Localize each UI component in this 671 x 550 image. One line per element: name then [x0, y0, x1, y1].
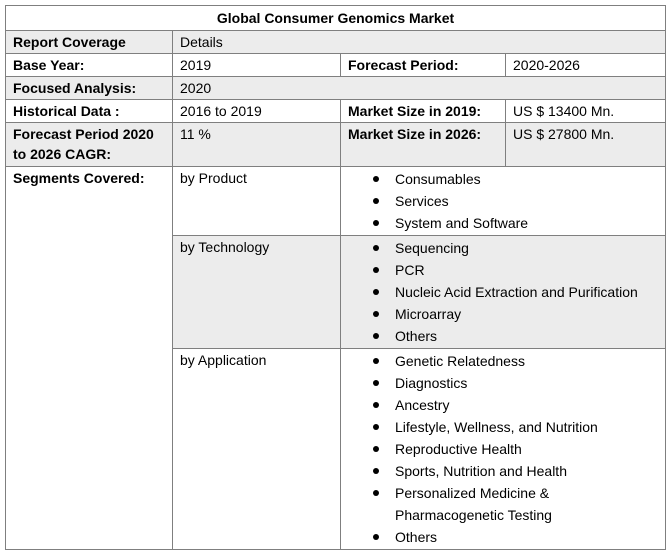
segment-application-list: Genetic Relatedness Diagnostics Ancestry… [348, 350, 658, 548]
list-item: Nucleic Acid Extraction and Purification [348, 281, 658, 303]
title-row: Global Consumer Genomics Market [4, 5, 667, 31]
list-item: Sequencing [348, 237, 658, 259]
list-item: Personalized Medicine & [348, 482, 658, 504]
market-size-2026-value: US $ 27800 Mn. [504, 122, 667, 167]
list-item: Services [348, 190, 658, 212]
segment-items-cell: Genetic Relatedness Diagnostics Ancestry… [339, 348, 667, 550]
segments-label: Segments Covered: [5, 166, 173, 550]
list-item: Genetic Relatedness [348, 350, 658, 372]
market-size-2026-label: Market Size in 2026: [340, 122, 506, 167]
list-item: Reproductive Health [348, 438, 658, 460]
segment-technology-row: by Technology Sequencing PCR Nucleic Aci… [6, 235, 667, 349]
base-year-value: 2019 [172, 53, 341, 77]
historical-row: Historical Data : 2016 to 2019 Market Si… [5, 99, 667, 123]
historical-label: Historical Data : [5, 99, 173, 123]
focused-label: Focused Analysis: [5, 76, 173, 100]
segment-items-cell: Sequencing PCR Nucleic Acid Extraction a… [339, 235, 667, 349]
focused-value: 2020 [171, 76, 667, 100]
market-size-2019-value: US $ 13400 Mn. [504, 99, 667, 123]
segment-group-name: by Technology [172, 235, 341, 349]
table-title: Global Consumer Genomics Market [4, 5, 667, 31]
list-item: PCR [348, 259, 658, 281]
list-item-continuation: Pharmacogenetic Testing [395, 507, 552, 523]
list-item: Diagnostics [348, 372, 658, 394]
list-item: Others [348, 325, 658, 347]
forecast-period-label: Forecast Period: [340, 53, 506, 77]
list-item: System and Software [348, 212, 658, 234]
cagr-label-line1: Forecast Period 2020 [13, 126, 154, 142]
coverage-value: Details [171, 30, 667, 54]
market-size-2019-label: Market Size in 2019: [340, 99, 506, 123]
segment-group-name: by Product [172, 166, 341, 236]
cagr-label-line2: to 2026 CAGR: [13, 146, 112, 162]
list-item: Lifestyle, Wellness, and Nutrition [348, 416, 658, 438]
cagr-row: Forecast Period 2020 to 2026 CAGR: 11 % … [5, 122, 667, 167]
list-item: Ancestry [348, 394, 658, 416]
cagr-label: Forecast Period 2020 to 2026 CAGR: [5, 122, 173, 167]
segment-technology-list: Sequencing PCR Nucleic Acid Extraction a… [348, 237, 658, 347]
coverage-label: Report Coverage [5, 30, 173, 54]
cagr-value: 11 % [172, 122, 341, 167]
list-item: Others [348, 526, 658, 548]
segment-product-row: Segments Covered: by Product Consumables… [5, 166, 667, 550]
list-item: Microarray [348, 303, 658, 325]
base-year-label: Base Year: [5, 53, 173, 77]
coverage-row: Report Coverage Details [5, 30, 667, 54]
forecast-period-value: 2020-2026 [504, 53, 667, 77]
historical-value: 2016 to 2019 [172, 99, 341, 123]
segment-product-list: Consumables Services System and Software [348, 168, 658, 234]
list-item: Consumables [348, 168, 658, 190]
segment-application-row: by Application Genetic Relatedness Diagn… [6, 348, 667, 550]
focused-row: Focused Analysis: 2020 [5, 76, 667, 100]
segment-items-cell: Consumables Services System and Software [339, 166, 667, 236]
report-table: Global Consumer Genomics Market Report C… [4, 5, 667, 550]
list-item: Sports, Nutrition and Health [348, 460, 658, 482]
base-year-row: Base Year: 2019 Forecast Period: 2020-20… [5, 53, 667, 77]
segment-group-name: by Application [172, 348, 341, 550]
